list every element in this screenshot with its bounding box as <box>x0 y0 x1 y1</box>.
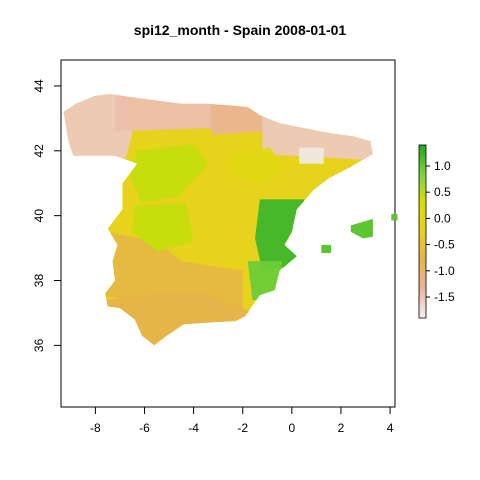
region-galicia <box>63 94 133 161</box>
x-tick-label: -6 <box>139 421 150 435</box>
colorbar-tick-label: 0.5 <box>434 185 451 199</box>
region-balearics-2 <box>391 214 398 221</box>
y-tick-label: 42 <box>32 144 46 158</box>
x-tick-label: 2 <box>338 421 345 435</box>
region-castilla-leon <box>129 144 209 203</box>
region-asturias-cantabria <box>115 94 214 132</box>
x-tick-label: -8 <box>90 421 101 435</box>
map-layer <box>63 94 398 346</box>
region-aragon-ebro <box>228 147 287 187</box>
region-castilla-leon <box>132 202 194 252</box>
region-basque-navarra <box>210 94 268 135</box>
spi-field <box>63 94 373 346</box>
x-tick-label: -4 <box>188 421 199 435</box>
region-catalonia-coast <box>299 147 324 164</box>
region-valencia <box>255 199 305 271</box>
colorbar-tick-label: 1.0 <box>434 159 451 173</box>
x-tick-label: 0 <box>289 421 296 435</box>
x-tick-label: 4 <box>387 421 394 435</box>
colorbar-tick-label: -1.5 <box>434 290 455 304</box>
colorbar-bar <box>418 144 427 319</box>
y-tick-label: 38 <box>32 274 46 288</box>
plot-title: spi12_month - Spain 2008-01-01 <box>133 22 347 38</box>
region-balearics-3 <box>321 244 332 253</box>
y-tick-label: 36 <box>32 338 46 352</box>
x-axis: -8 -6 -4 -2 0 2 4 <box>90 406 394 435</box>
colorbar-legend: 1.0 0.5 0.0 -0.5 -1.0 -1.5 <box>418 144 455 319</box>
y-tick-label: 44 <box>32 79 46 93</box>
region-balearics-1 <box>350 218 373 239</box>
x-tick-label: -2 <box>237 421 248 435</box>
y-axis: 36 38 40 42 44 <box>32 79 62 352</box>
colorbar-tick-label: -0.5 <box>434 238 455 252</box>
colorbar-tick-label: -1.0 <box>434 264 455 278</box>
region-murcia <box>247 261 282 300</box>
colorbar-tick-label: 0.0 <box>434 211 451 225</box>
y-tick-label: 40 <box>32 209 46 223</box>
